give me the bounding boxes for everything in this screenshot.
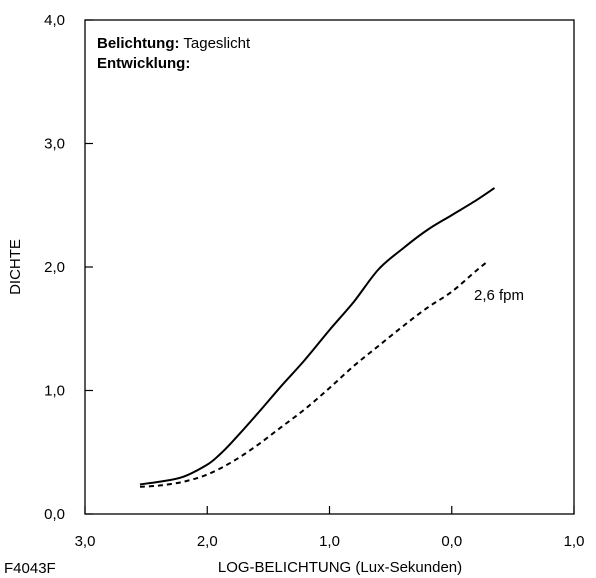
series-line-dashed xyxy=(139,260,490,488)
x-axis-ticks: 3,0 2,0 1,0 0,0 1,0 xyxy=(75,506,585,550)
series-line-solid xyxy=(139,187,496,486)
y-tick-label: 1,0 xyxy=(44,383,65,400)
annotation-development: Entwicklung: xyxy=(97,55,190,72)
y-tick-label: 3,0 xyxy=(44,136,65,153)
series-label-dashed: 2,6 fpm xyxy=(474,287,524,304)
x-tick-label: 0,0 xyxy=(441,533,462,550)
figure-code: F4043F xyxy=(4,560,56,577)
y-axis-ticks: 0,0 1,0 2,0 3,0 4,0 xyxy=(44,12,93,523)
series-layer xyxy=(139,187,496,488)
x-tick-label: 3,0 xyxy=(75,533,96,550)
y-tick-label: 0,0 xyxy=(44,506,65,523)
annotation-development-label: Entwicklung: xyxy=(97,55,190,72)
annotation-exposure-label: Belichtung: xyxy=(97,35,180,52)
plot-area xyxy=(84,19,575,515)
y-tick-label: 2,0 xyxy=(44,259,65,276)
x-tick-label: 2,0 xyxy=(197,533,218,550)
x-axis-title: LOG-BELICHTUNG (Lux-Sekunden) xyxy=(218,559,462,576)
x-tick-label: 1,0 xyxy=(564,533,585,550)
y-axis-title: DICHTE xyxy=(7,239,24,295)
x-tick-label: 1,0 xyxy=(319,533,340,550)
y-tick-label: 4,0 xyxy=(44,12,65,29)
annotation-exposure-value: Tageslicht xyxy=(183,35,251,52)
annotation-exposure: Belichtung: Tageslicht xyxy=(97,35,251,52)
